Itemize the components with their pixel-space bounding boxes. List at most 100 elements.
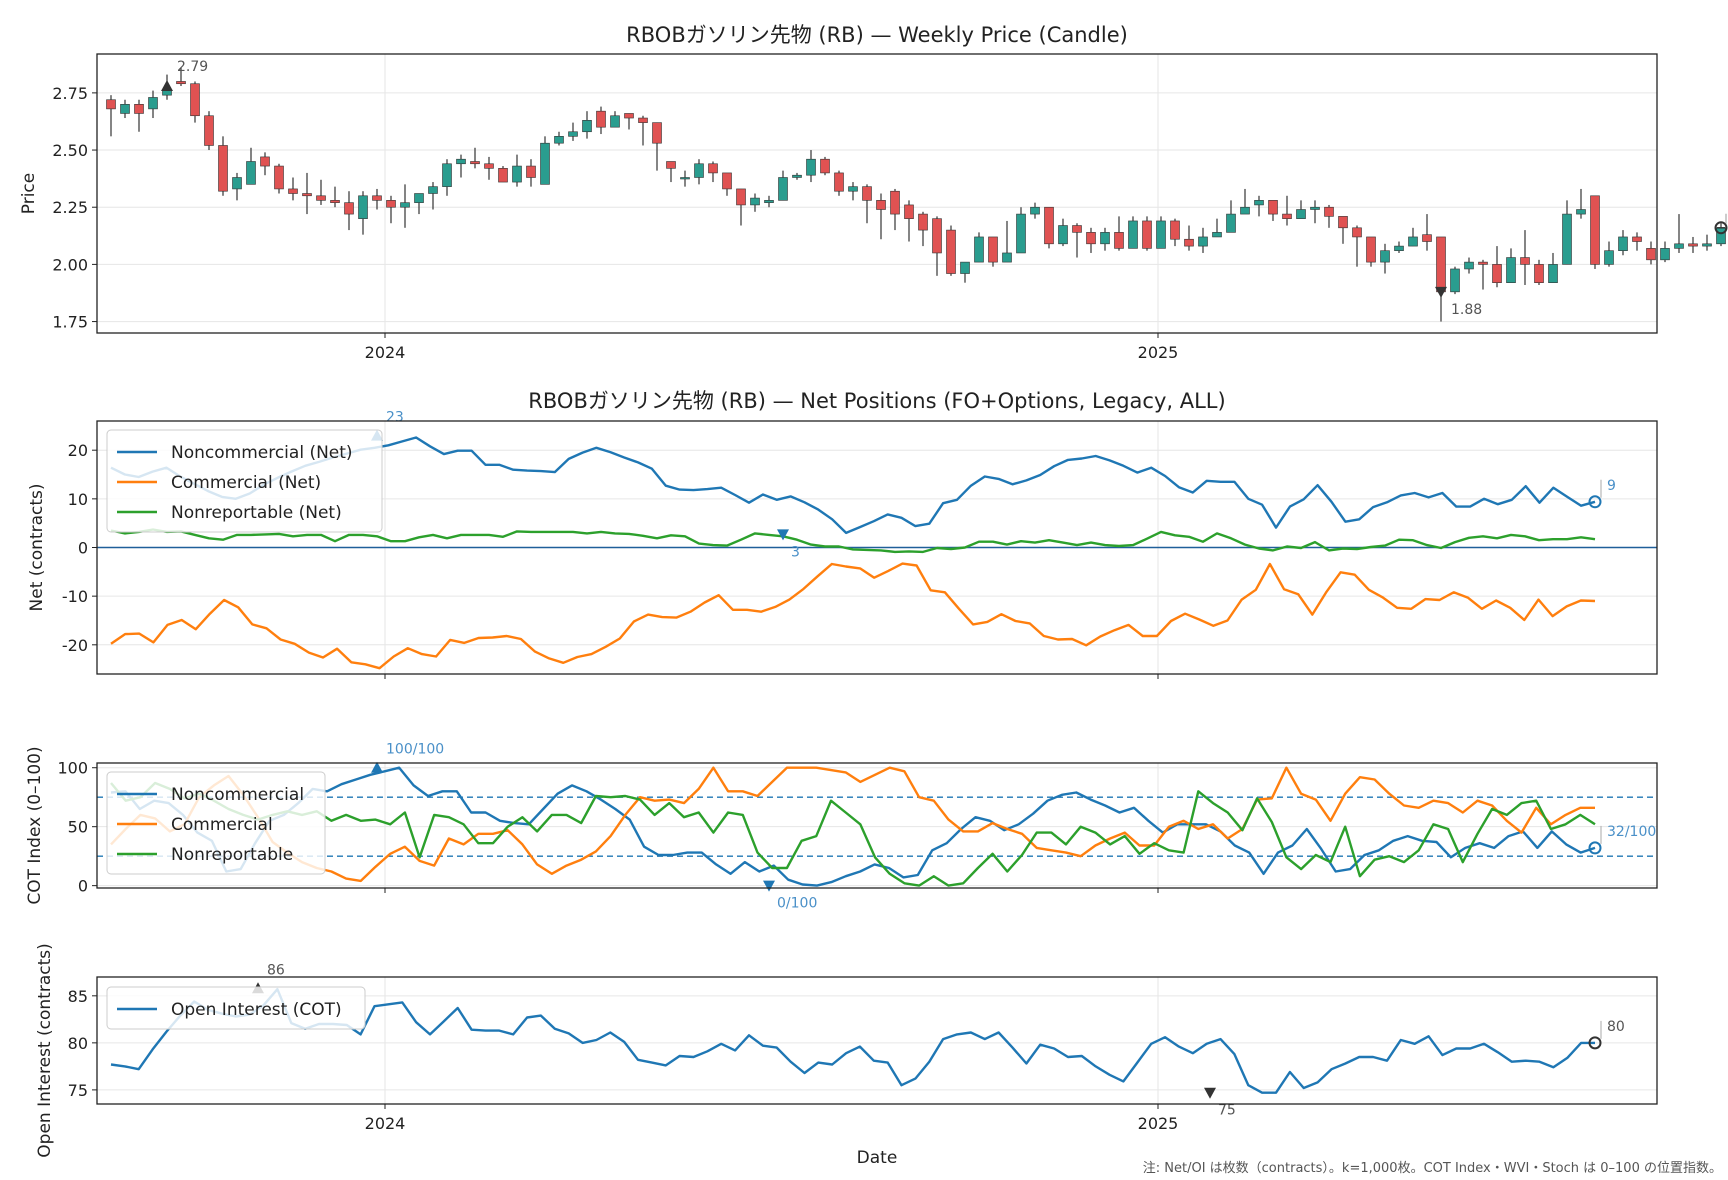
y-tick-label: 0 bbox=[78, 877, 88, 896]
candle-body bbox=[638, 117, 648, 123]
y-tick-label: 2.00 bbox=[52, 255, 88, 274]
y-tick-label: -20 bbox=[62, 636, 88, 655]
min-annotation: 75 bbox=[1218, 1103, 1236, 1119]
candle-body bbox=[876, 200, 886, 210]
price-y-axis-label: Price bbox=[19, 173, 39, 214]
candle-body bbox=[1002, 252, 1012, 263]
price-chart-title: RBOBガソリン先物 (RB) — Weekly Price (Candle) bbox=[626, 23, 1128, 47]
candle-body bbox=[1142, 220, 1152, 249]
candle-body bbox=[890, 190, 900, 215]
last-annotation: 80 bbox=[1607, 1019, 1625, 1035]
last-marker bbox=[1714, 221, 1728, 235]
candle-body bbox=[218, 145, 228, 192]
candle-body bbox=[1254, 200, 1264, 206]
last-annotation: 9 bbox=[1607, 478, 1616, 494]
candle-body bbox=[1492, 264, 1502, 283]
candle-body bbox=[1408, 236, 1418, 247]
candle-body bbox=[834, 172, 844, 192]
y-tick-label: 2.75 bbox=[52, 84, 88, 103]
x-tick-label: 2024 bbox=[365, 343, 406, 362]
candle-body bbox=[232, 177, 242, 190]
candle-body bbox=[778, 177, 788, 201]
candle-body bbox=[722, 172, 732, 190]
candle-body bbox=[708, 163, 718, 174]
candle-body bbox=[1660, 248, 1670, 261]
legend-box bbox=[106, 429, 383, 533]
legend-label-0: Noncommercial (Net) bbox=[171, 443, 353, 463]
candle-body bbox=[316, 195, 326, 201]
candle-body bbox=[288, 188, 298, 194]
candle-body bbox=[1296, 209, 1306, 219]
candle-body bbox=[1576, 209, 1586, 215]
x-tick-label: 2025 bbox=[1138, 1114, 1179, 1133]
legend-label-2: Nonreportable bbox=[171, 845, 293, 865]
candle-body bbox=[862, 186, 872, 201]
candle-body bbox=[148, 97, 158, 110]
candle-body bbox=[554, 136, 564, 144]
candle-body bbox=[974, 236, 984, 263]
series-line-0 bbox=[110, 766, 1596, 887]
candle-body bbox=[1590, 195, 1600, 265]
candle-body bbox=[596, 110, 606, 128]
candle-body bbox=[820, 158, 830, 174]
max-annotation: 86 bbox=[267, 962, 285, 978]
candle-body bbox=[750, 197, 760, 206]
candle-body bbox=[190, 83, 200, 117]
candle-body bbox=[736, 188, 746, 206]
candle-body bbox=[428, 186, 438, 194]
candle-body bbox=[1436, 236, 1446, 293]
candle-body bbox=[1562, 213, 1572, 265]
candle-body bbox=[582, 120, 592, 133]
max-marker bbox=[161, 80, 173, 92]
y-tick-label: 0 bbox=[78, 539, 88, 558]
min-marker bbox=[1435, 286, 1447, 298]
candle-body bbox=[302, 193, 312, 197]
candle-body bbox=[848, 186, 858, 192]
y-tick-label: 80 bbox=[68, 1034, 88, 1053]
candle-body bbox=[904, 204, 914, 219]
cot-index-y-axis-label: COT Index (0–100) bbox=[25, 746, 45, 904]
y-tick-label: 10 bbox=[68, 490, 88, 509]
candle-body bbox=[456, 158, 466, 165]
y-tick-label: 50 bbox=[68, 818, 88, 837]
candle-body bbox=[568, 131, 578, 137]
candle-body bbox=[1394, 245, 1404, 251]
y-tick-label: -10 bbox=[62, 587, 88, 606]
candle-body bbox=[1674, 243, 1684, 249]
legend-label-2: Nonreportable (Net) bbox=[171, 503, 342, 523]
y-tick-label: 75 bbox=[68, 1081, 88, 1100]
candle-body bbox=[1338, 216, 1348, 229]
min-annotation: 1.88 bbox=[1451, 302, 1482, 318]
candle-body bbox=[1058, 225, 1068, 245]
candle-body bbox=[1226, 213, 1236, 233]
candle-body bbox=[1170, 220, 1180, 240]
candle-body bbox=[330, 200, 340, 203]
candle-body bbox=[1268, 200, 1278, 215]
candle-body bbox=[414, 193, 424, 203]
candle-body bbox=[1212, 232, 1222, 238]
candle-body bbox=[400, 202, 410, 208]
net-y-axis-label: Net (contracts) bbox=[27, 484, 47, 612]
candle-body bbox=[246, 161, 256, 185]
candle-body bbox=[1366, 236, 1376, 263]
x-axis-label: Date bbox=[857, 1148, 898, 1168]
candle-body bbox=[540, 142, 550, 185]
last-marker bbox=[1588, 841, 1602, 855]
candle-body bbox=[1506, 257, 1516, 283]
candle-body bbox=[470, 161, 480, 165]
candle-body bbox=[120, 104, 130, 114]
candle-body bbox=[792, 174, 802, 178]
x-tick-label: 2025 bbox=[1138, 343, 1179, 362]
candle-body bbox=[652, 122, 662, 144]
candle-body bbox=[260, 156, 270, 167]
candle-body bbox=[1016, 213, 1026, 254]
y-tick-label: 2.50 bbox=[52, 141, 88, 160]
candle-body bbox=[1044, 206, 1054, 245]
candle-body bbox=[1422, 234, 1432, 242]
candle-body bbox=[1072, 225, 1082, 233]
candle-body bbox=[1114, 232, 1124, 249]
plot-frame bbox=[96, 53, 1658, 334]
candle-body bbox=[134, 104, 144, 114]
y-tick-label: 1.75 bbox=[52, 313, 88, 332]
legend-label-1: Commercial bbox=[171, 815, 273, 835]
